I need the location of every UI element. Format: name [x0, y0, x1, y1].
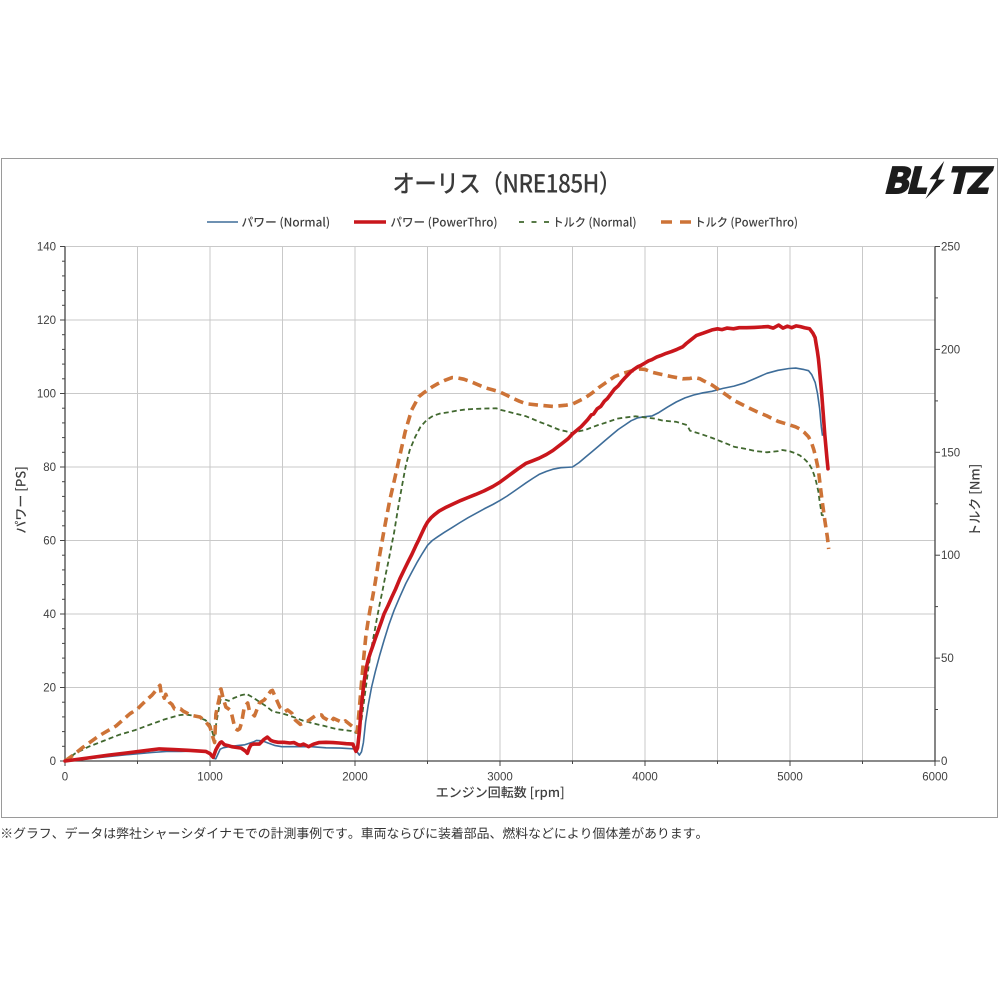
svg-text:3000: 3000 — [487, 772, 513, 784]
svg-text:0: 0 — [941, 756, 947, 768]
svg-text:1000: 1000 — [197, 772, 223, 784]
svg-text:80: 80 — [43, 462, 56, 474]
svg-text:4000: 4000 — [632, 772, 658, 784]
svg-text:0: 0 — [62, 772, 68, 784]
svg-text:20: 20 — [43, 683, 56, 695]
svg-text:50: 50 — [941, 653, 954, 665]
svg-text:200: 200 — [941, 344, 960, 356]
svg-text:150: 150 — [941, 447, 960, 459]
svg-text:100: 100 — [37, 389, 56, 401]
svg-text:40: 40 — [43, 609, 56, 621]
svg-text:100: 100 — [941, 550, 960, 562]
svg-text:120: 120 — [37, 315, 56, 327]
svg-text:2000: 2000 — [342, 772, 368, 784]
svg-text:60: 60 — [43, 536, 56, 548]
svg-text:0: 0 — [50, 756, 56, 768]
svg-text:5000: 5000 — [777, 772, 803, 784]
svg-text:140: 140 — [37, 242, 56, 254]
svg-text:6000: 6000 — [922, 772, 948, 784]
svg-text:250: 250 — [941, 242, 960, 254]
